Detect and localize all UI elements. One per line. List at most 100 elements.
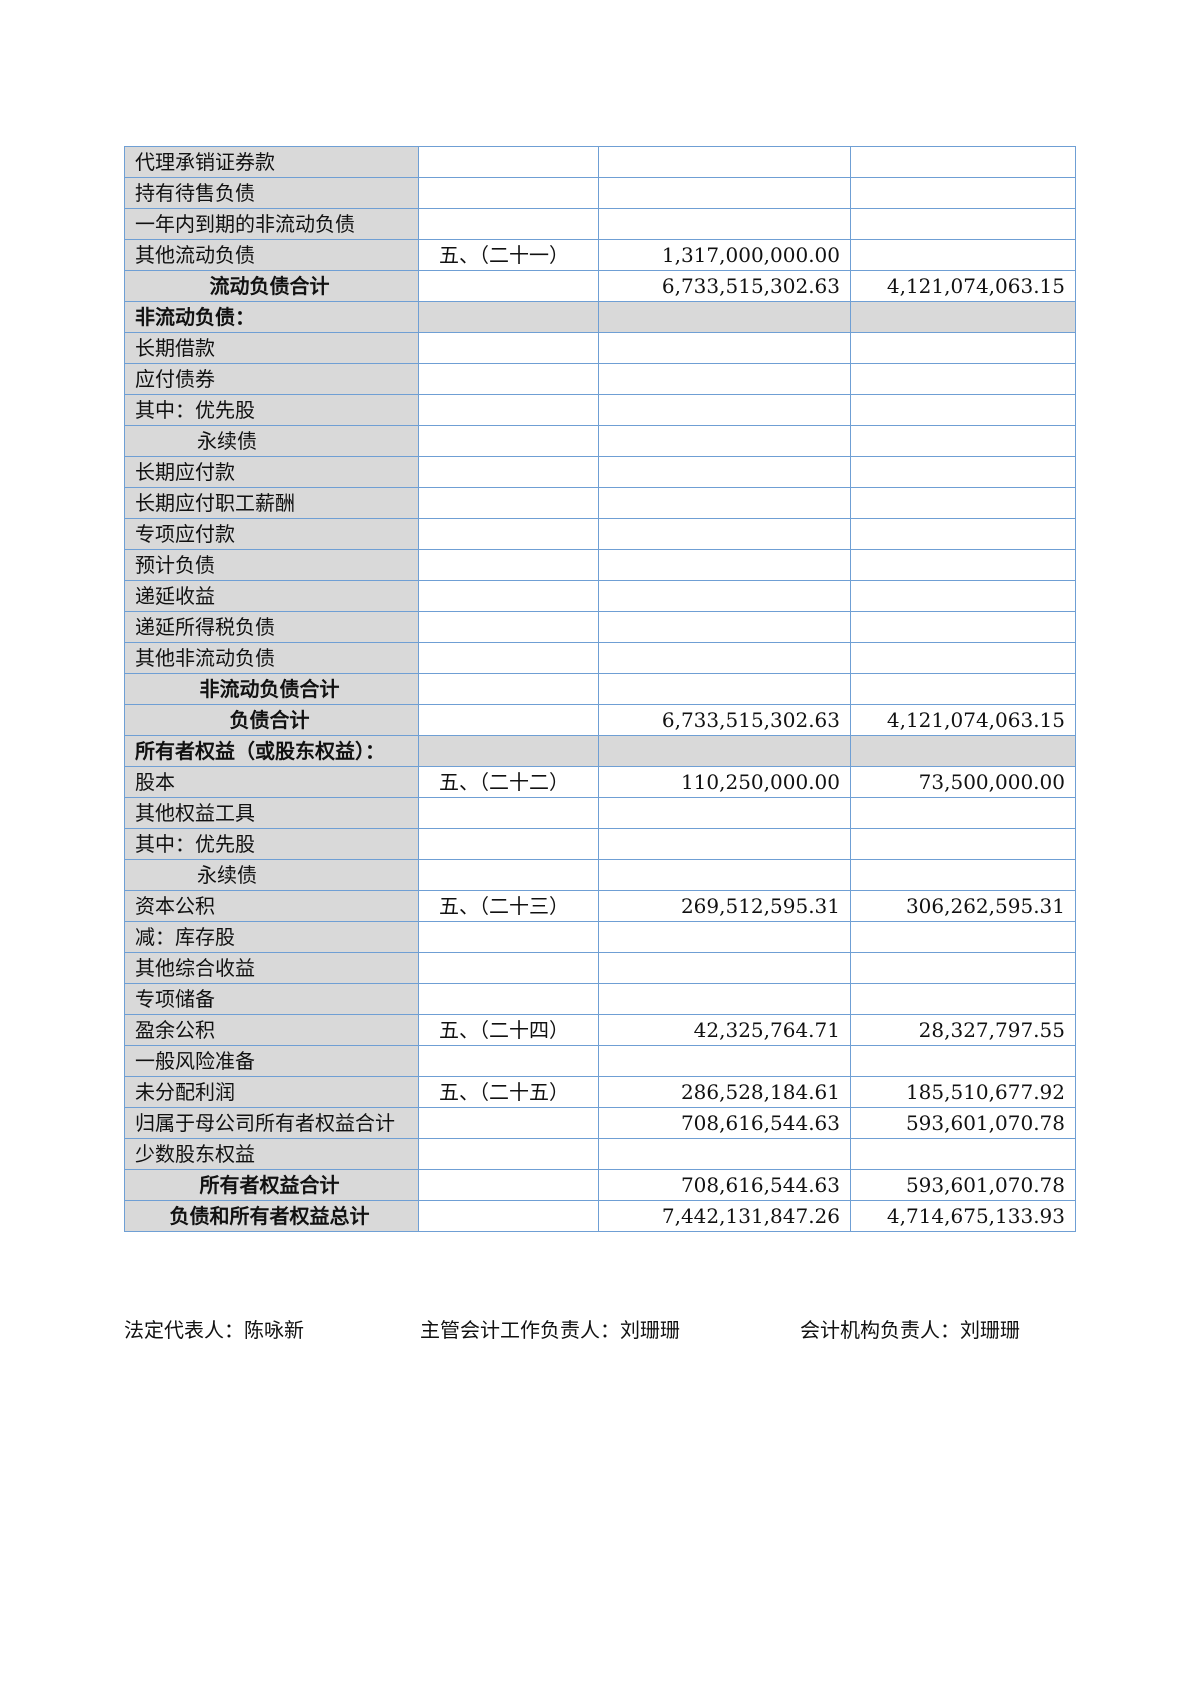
table-cell: [418, 580, 599, 612]
table-cell: [418, 425, 599, 457]
footer-text: 法定代表人：陈咏新: [124, 1318, 304, 1342]
table-cell: [850, 518, 1076, 550]
table-row: 长期应付款: [124, 456, 1076, 488]
table-cell: 593,601,070.78: [850, 1107, 1076, 1139]
table-row: 非流动负债合计: [124, 673, 1076, 705]
table-row: 其他流动负债 五、（二十一） 1,317,000,000.00: [124, 239, 1076, 271]
table-cell: 负债和所有者权益总计: [124, 1200, 419, 1232]
table-cell: [850, 363, 1076, 395]
table-cell: [598, 735, 851, 767]
table-cell: [418, 332, 599, 364]
table-cell: 长期应付职工薪酬: [124, 487, 419, 519]
table-row: 其他权益工具: [124, 797, 1076, 829]
table-cell: 五、（二十三）: [418, 890, 599, 922]
table-row: 长期借款: [124, 332, 1076, 364]
table-cell: [418, 208, 599, 240]
table-cell: [850, 859, 1076, 891]
table-cell: 其他综合收益: [124, 952, 419, 984]
table-row: 负债合计 6,733,515,302.63 4,121,074,063.15: [124, 704, 1076, 736]
table-cell: [850, 456, 1076, 488]
table-cell: 永续债: [124, 425, 419, 457]
table-cell: 其他非流动负债: [124, 642, 419, 674]
table-cell: [598, 828, 851, 860]
table-cell: [850, 921, 1076, 953]
table-cell: [850, 239, 1076, 271]
table-cell: [850, 611, 1076, 643]
table-cell: 永续债: [124, 859, 419, 891]
table-cell: [418, 828, 599, 860]
table-cell: [598, 1138, 851, 1170]
table-row: 股本 五、（二十二） 110,250,000.00 73,500,000.00: [124, 766, 1076, 798]
table-cell: [850, 549, 1076, 581]
table-cell: [598, 921, 851, 953]
table-cell: 五、（二十五）: [418, 1076, 599, 1108]
table-cell: [850, 580, 1076, 612]
table-row: 预计负债: [124, 549, 1076, 581]
table-cell: [418, 146, 599, 178]
table-cell: [850, 983, 1076, 1015]
table-cell: [418, 301, 599, 333]
table-cell: 持有待售负债: [124, 177, 419, 209]
footer-text: 主管会计工作负责人：刘珊珊: [420, 1318, 680, 1342]
table-cell: [598, 797, 851, 829]
table-cell: [850, 952, 1076, 984]
table-cell: 1,317,000,000.00: [598, 239, 851, 271]
table-cell: 4,714,675,133.93: [850, 1200, 1076, 1232]
table-cell: [418, 704, 599, 736]
table-cell: 593,601,070.78: [850, 1169, 1076, 1201]
table-cell: 所有者权益（或股东权益）：: [124, 735, 419, 767]
table-cell: [850, 642, 1076, 674]
table-cell: [598, 859, 851, 891]
table-cell: [418, 952, 599, 984]
table-row: 永续债: [124, 425, 1076, 457]
table-row: 所有者权益（或股东权益）：: [124, 735, 1076, 767]
table-cell: 6,733,515,302.63: [598, 704, 851, 736]
table-cell: [598, 642, 851, 674]
table-cell: [850, 425, 1076, 457]
table-cell: 708,616,544.63: [598, 1107, 851, 1139]
table-cell: 少数股东权益: [124, 1138, 419, 1170]
table-cell: 一年内到期的非流动负债: [124, 208, 419, 240]
table-row: 其中：优先股: [124, 394, 1076, 426]
table-row: 专项储备: [124, 983, 1076, 1015]
table-row: 其他非流动负债: [124, 642, 1076, 674]
table-row: 永续债: [124, 859, 1076, 891]
table-cell: 应付债券: [124, 363, 419, 395]
table-row: 递延所得税负债: [124, 611, 1076, 643]
table-cell: 其中：优先股: [124, 394, 419, 426]
table-cell: 110,250,000.00: [598, 766, 851, 798]
table-cell: [418, 549, 599, 581]
table-cell: 4,121,074,063.15: [850, 704, 1076, 736]
table-cell: [418, 487, 599, 519]
table-cell: [418, 673, 599, 705]
table-cell: 其中：优先股: [124, 828, 419, 860]
table-cell: [598, 580, 851, 612]
table-cell: [598, 208, 851, 240]
table-cell: 269,512,595.31: [598, 890, 851, 922]
table-row: 一年内到期的非流动负债: [124, 208, 1076, 240]
table-cell: [418, 735, 599, 767]
table-cell: [418, 394, 599, 426]
table-cell: [418, 456, 599, 488]
table-cell: [598, 301, 851, 333]
table-row: 少数股东权益: [124, 1138, 1076, 1170]
table-cell: 708,616,544.63: [598, 1169, 851, 1201]
table-cell: [850, 673, 1076, 705]
table-cell: [850, 487, 1076, 519]
table-cell: [598, 394, 851, 426]
table-cell: [418, 1138, 599, 1170]
table-cell: [418, 270, 599, 302]
table-row: 应付债券: [124, 363, 1076, 395]
table-cell: [850, 146, 1076, 178]
table-cell: [418, 177, 599, 209]
table-cell: 减：库存股: [124, 921, 419, 953]
table-cell: [418, 859, 599, 891]
table-cell: 非流动负债合计: [124, 673, 419, 705]
table-cell: 185,510,677.92: [850, 1076, 1076, 1108]
table-cell: 未分配利润: [124, 1076, 419, 1108]
table-cell: [598, 363, 851, 395]
table-cell: 4,121,074,063.15: [850, 270, 1076, 302]
table-row: 未分配利润 五、（二十五） 286,528,184.61 185,510,677.92: [124, 1076, 1076, 1108]
table-cell: [598, 611, 851, 643]
